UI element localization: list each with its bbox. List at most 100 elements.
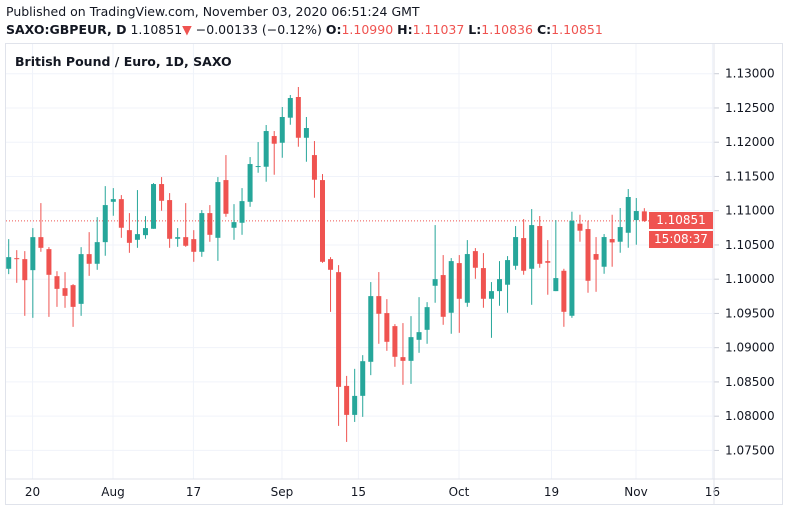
candle-body — [529, 225, 535, 269]
low-value: 1.10836 — [481, 22, 533, 37]
candle-body — [440, 275, 446, 317]
y-tick-label: 1.09000 — [725, 341, 775, 355]
candle-body — [78, 254, 84, 304]
close-value: 1.10851 — [551, 22, 603, 37]
candle-body — [392, 326, 398, 357]
candle-body — [448, 261, 454, 313]
x-tick-label: 19 — [544, 485, 559, 499]
candle-body — [271, 136, 277, 144]
chart-title: British Pound / Euro, 1D, SAXO — [15, 54, 232, 69]
candle-body — [368, 296, 374, 362]
candle-body — [344, 385, 350, 415]
candle-body — [593, 254, 599, 260]
symbol-name: SAXO:GBPEUR, D — [6, 22, 127, 37]
candle-body — [376, 296, 382, 314]
candle-body — [336, 272, 342, 387]
price-change: −0.00133 (−0.12%) — [195, 22, 322, 37]
y-tick-label: 1.09500 — [725, 306, 775, 320]
y-tick-label: 1.10000 — [725, 272, 775, 286]
candle-body — [641, 211, 647, 221]
candle-body — [110, 199, 116, 202]
high-label: H: — [397, 22, 413, 37]
candle-body — [175, 237, 181, 239]
y-tick-label: 1.07500 — [725, 443, 775, 457]
candle-body — [625, 197, 631, 233]
last-price: 1.10851 — [130, 22, 183, 37]
x-tick-label: Aug — [101, 485, 124, 499]
candle-body — [545, 261, 551, 263]
symbol-legend: SAXO:GBPEUR, D 1.10851▼ −0.00133 (−0.12%… — [6, 22, 603, 37]
candle-body — [497, 279, 503, 292]
candle-body — [319, 180, 325, 262]
y-tick-label: 1.11500 — [725, 169, 775, 183]
candle-body — [142, 228, 148, 236]
candle-body — [328, 259, 334, 270]
candle-body — [86, 254, 92, 264]
y-tick-label: 1.13000 — [725, 67, 775, 81]
candle-body — [601, 237, 607, 267]
candle-body — [295, 97, 301, 138]
y-tick-label: 1.08000 — [725, 409, 775, 423]
candle-body — [416, 332, 422, 340]
candle-body — [569, 220, 575, 316]
candle-body — [183, 237, 189, 246]
candle-body — [62, 288, 68, 296]
candle-body — [424, 307, 430, 330]
y-tick-label: 1.11000 — [725, 204, 775, 218]
candle-body — [537, 226, 543, 264]
high-value: 1.11037 — [412, 22, 465, 37]
candle-body — [303, 128, 309, 138]
x-tick-label: 20 — [25, 485, 40, 499]
candle-body — [38, 237, 44, 248]
triangle-down-icon: ▼ — [182, 22, 192, 37]
candle-body — [126, 230, 132, 243]
candle-body — [464, 254, 470, 303]
y-tick-label: 1.12000 — [725, 135, 775, 149]
candle-body — [480, 268, 486, 299]
candle-body — [134, 234, 140, 240]
candle-body — [488, 291, 494, 299]
candle-body — [633, 211, 639, 221]
candle-body — [191, 239, 197, 252]
candle-body — [70, 285, 76, 307]
candle-body — [609, 239, 615, 243]
candle-body — [167, 200, 173, 239]
candle-body — [311, 155, 317, 180]
candle-body — [159, 184, 165, 201]
published-caption: Published on TradingView.com, November 0… — [6, 4, 420, 19]
candle-body — [561, 270, 567, 312]
candle-body — [505, 260, 511, 285]
x-tick-label: Sep — [271, 485, 294, 499]
candle-body — [22, 259, 28, 281]
candle-body — [472, 251, 478, 268]
candle-body — [384, 313, 390, 342]
candle-body — [247, 164, 253, 202]
candle-body — [118, 199, 124, 228]
chart-frame — [5, 43, 783, 505]
candle-body — [30, 237, 36, 271]
candle-body — [513, 237, 519, 266]
low-label: L: — [468, 22, 482, 37]
candle-body — [408, 337, 414, 361]
open-value: 1.10990 — [341, 22, 394, 37]
candle-body — [360, 361, 366, 396]
candle-body — [352, 395, 358, 415]
candle-body — [207, 213, 213, 235]
candle-body — [94, 242, 100, 264]
candle-body — [231, 222, 237, 228]
last-price-label: 1.10851 — [649, 212, 713, 229]
x-tick-label: 16 — [705, 485, 720, 499]
x-tick-label: Oct — [449, 485, 470, 499]
y-tick-label: 1.10500 — [725, 238, 775, 252]
candle-body — [6, 257, 12, 269]
candle-body — [287, 98, 293, 118]
candle-body — [223, 180, 229, 214]
x-tick-label: 15 — [351, 485, 366, 499]
candle-body — [14, 258, 20, 260]
candle-body — [239, 201, 245, 223]
candle-body — [102, 205, 108, 243]
candle-body — [577, 223, 583, 231]
x-tick-label: 17 — [186, 485, 201, 499]
countdown-label: 15:08:37 — [649, 231, 713, 248]
